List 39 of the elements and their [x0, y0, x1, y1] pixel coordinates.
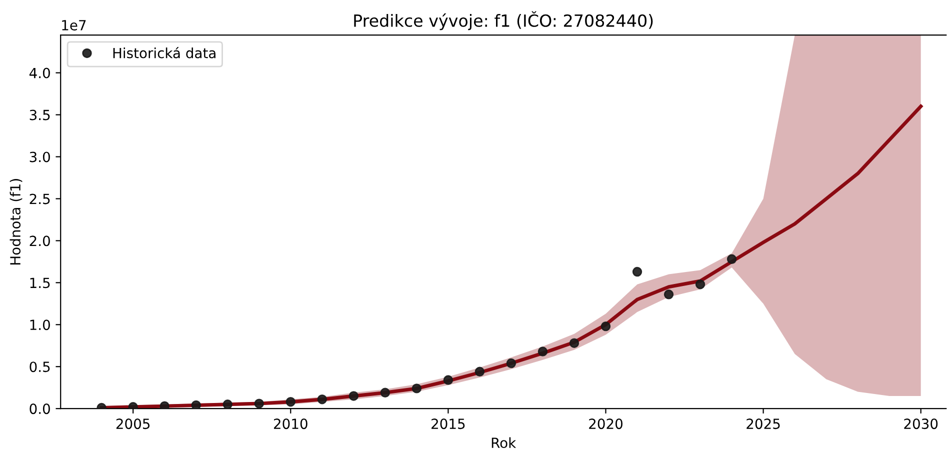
point — [600, 321, 611, 332]
point — [443, 375, 454, 385]
point — [632, 266, 642, 277]
y-tick-label: 3.5 — [30, 110, 50, 120]
x-tick-label: 2030 — [904, 418, 938, 430]
y-tick-label: 1.5 — [30, 278, 50, 288]
point — [726, 254, 737, 264]
y-tick-label: 1.0 — [30, 320, 50, 330]
x-tick-label: 2025 — [746, 418, 780, 430]
point — [222, 400, 232, 409]
point — [474, 366, 485, 377]
x-axis-title: Rok — [492, 437, 516, 448]
y-axis-title: Hodnota (f1) — [10, 179, 22, 264]
legend-label: Historická data — [113, 46, 216, 58]
y-tick-label: 3.0 — [30, 152, 50, 162]
point — [286, 397, 296, 407]
point — [254, 398, 264, 408]
point — [317, 394, 328, 404]
y-tick-label: 0.0 — [30, 404, 50, 414]
point — [695, 279, 706, 290]
point — [380, 388, 390, 398]
point — [506, 358, 516, 368]
point — [191, 400, 201, 409]
text: 1e7 — [62, 20, 86, 30]
point — [569, 338, 580, 348]
point — [538, 346, 548, 356]
y-tick-label: 2.5 — [30, 194, 50, 204]
point — [348, 391, 359, 401]
x-tick-label: 2010 — [274, 418, 308, 430]
chart-title: Predikce vývoje: f1 (IČO: 27082440) — [354, 11, 653, 30]
y-tick-label: 2.0 — [30, 236, 50, 246]
y-tick-label: 4.0 — [29, 68, 50, 78]
point — [412, 384, 422, 394]
x-tick-label: 2015 — [432, 418, 465, 430]
x-tick-label: 2020 — [589, 418, 622, 430]
x-tick-label: 2005 — [116, 418, 150, 430]
y-tick-label: 0.5 — [30, 362, 50, 372]
point — [664, 290, 674, 300]
point — [160, 401, 170, 409]
